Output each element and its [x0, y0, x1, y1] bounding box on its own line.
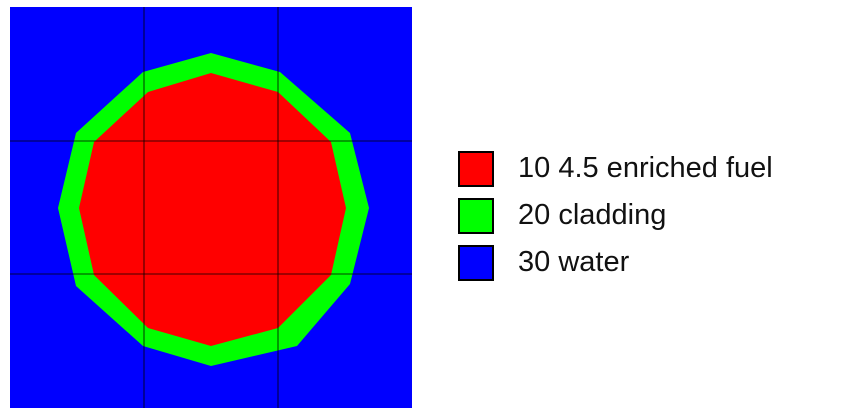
legend-item-fuel: 10 4.5 enriched fuel: [458, 148, 848, 189]
legend-swatch-cladding: [458, 197, 494, 234]
material-legend: 10 4.5 enriched fuel 20 cladding 30 wate…: [458, 148, 848, 289]
legend-swatch-fuel: [458, 150, 494, 187]
mesh-grid: [10, 7, 412, 408]
legend-label-water: 30 water: [518, 246, 630, 278]
legend-swatch-water: [458, 244, 494, 281]
legend-label-fuel: 10 4.5 enriched fuel: [518, 152, 773, 184]
legend-item-water: 30 water: [458, 242, 848, 283]
legend-item-cladding: 20 cladding: [458, 195, 848, 236]
legend-label-cladding: 20 cladding: [518, 199, 667, 231]
